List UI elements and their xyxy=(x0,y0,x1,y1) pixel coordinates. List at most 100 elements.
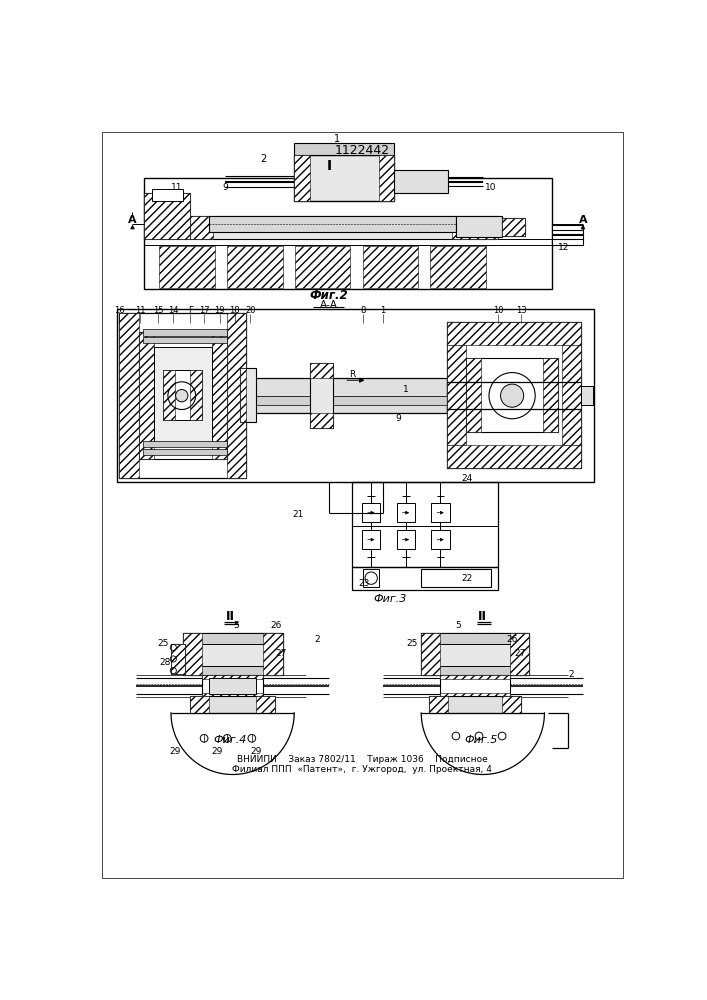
Bar xyxy=(310,363,333,378)
Bar xyxy=(456,216,502,237)
Text: 2: 2 xyxy=(260,153,267,163)
Text: II: II xyxy=(226,610,235,623)
Text: 5: 5 xyxy=(233,621,239,630)
Bar xyxy=(421,633,529,675)
Text: 17: 17 xyxy=(199,306,209,315)
Text: 27: 27 xyxy=(514,649,525,658)
Text: 26: 26 xyxy=(271,621,282,630)
Bar xyxy=(144,193,190,239)
Text: II: II xyxy=(479,610,487,623)
Bar xyxy=(117,309,595,482)
Circle shape xyxy=(501,384,524,407)
Text: Фиг.2: Фиг.2 xyxy=(310,289,348,302)
Bar xyxy=(182,633,283,675)
Bar xyxy=(362,503,380,522)
Text: 18: 18 xyxy=(230,306,240,315)
Bar xyxy=(421,569,491,587)
Text: 1122442: 1122442 xyxy=(334,144,390,157)
Bar xyxy=(171,644,185,674)
Bar xyxy=(247,378,447,413)
Bar xyxy=(397,530,415,549)
Bar xyxy=(171,644,185,674)
Bar xyxy=(362,530,380,549)
Bar xyxy=(144,193,190,239)
Bar xyxy=(139,332,154,459)
Bar xyxy=(201,693,264,697)
Bar xyxy=(182,633,201,675)
Bar xyxy=(352,567,498,590)
Text: 26: 26 xyxy=(506,635,518,644)
Bar xyxy=(429,696,521,713)
Bar xyxy=(160,246,215,288)
Bar xyxy=(363,569,379,587)
Bar xyxy=(143,337,227,343)
Bar xyxy=(143,441,227,447)
Text: 24: 24 xyxy=(462,474,473,483)
Text: Фиг.4: Фиг.4 xyxy=(214,735,247,745)
Bar xyxy=(201,675,264,679)
Text: Г: Г xyxy=(187,306,193,315)
Bar xyxy=(352,482,498,567)
Bar xyxy=(190,370,201,420)
Bar xyxy=(363,246,418,288)
Text: 9: 9 xyxy=(222,183,228,192)
Bar xyxy=(395,170,448,193)
Text: А-А: А-А xyxy=(320,300,338,310)
Text: 25: 25 xyxy=(158,639,169,648)
Text: 25: 25 xyxy=(407,639,418,648)
Bar xyxy=(190,216,498,239)
Bar xyxy=(182,633,283,644)
Bar xyxy=(119,312,139,478)
Text: Фиг.5: Фиг.5 xyxy=(464,735,498,745)
Text: ВНИИПИ    Заказ 7802/11    Тираж 1036    Подписное: ВНИИПИ Заказ 7802/11 Тираж 1036 Подписно… xyxy=(237,755,487,764)
Bar xyxy=(502,696,521,713)
Bar xyxy=(502,218,525,235)
Text: 28: 28 xyxy=(159,658,170,667)
Bar xyxy=(447,345,466,445)
Text: Филиал ППП  «Патент»,  г. Ужгород,  ул. Проектная, 4: Филиал ППП «Патент», г. Ужгород, ул. Про… xyxy=(232,765,492,774)
Bar xyxy=(440,675,510,697)
Text: 2: 2 xyxy=(315,635,320,644)
Bar xyxy=(440,693,510,697)
Bar xyxy=(421,666,529,675)
Text: I: I xyxy=(326,159,332,173)
Text: 19: 19 xyxy=(214,306,225,315)
Bar xyxy=(510,633,529,675)
Bar xyxy=(247,396,447,405)
Bar xyxy=(143,449,227,455)
Text: 29: 29 xyxy=(211,747,223,756)
Text: 1: 1 xyxy=(403,385,409,394)
Text: 12: 12 xyxy=(558,243,569,252)
Bar xyxy=(543,358,559,432)
Bar xyxy=(152,189,182,201)
Text: 15: 15 xyxy=(153,306,163,315)
Bar xyxy=(163,370,201,420)
Text: 13: 13 xyxy=(516,306,527,315)
Bar xyxy=(227,246,283,288)
Text: 16: 16 xyxy=(114,306,124,315)
Bar xyxy=(209,216,456,232)
Bar xyxy=(447,322,581,468)
Text: A: A xyxy=(128,215,137,225)
Bar xyxy=(154,347,212,443)
Text: R: R xyxy=(349,370,355,379)
Bar xyxy=(379,155,395,201)
Bar xyxy=(227,312,247,478)
Circle shape xyxy=(175,389,188,402)
Bar xyxy=(182,666,283,675)
Text: 14: 14 xyxy=(168,306,179,315)
Bar xyxy=(431,246,486,288)
Bar xyxy=(212,332,227,459)
Bar xyxy=(581,386,593,405)
Bar xyxy=(264,633,283,675)
Text: 9: 9 xyxy=(395,414,401,423)
Bar xyxy=(209,678,256,694)
Bar xyxy=(190,696,275,713)
Text: 11: 11 xyxy=(135,306,146,315)
Bar xyxy=(310,363,333,428)
Text: 29: 29 xyxy=(250,747,262,756)
Bar xyxy=(190,696,209,713)
Text: 8: 8 xyxy=(361,306,366,315)
Text: 10: 10 xyxy=(493,306,503,315)
Bar xyxy=(421,633,440,675)
